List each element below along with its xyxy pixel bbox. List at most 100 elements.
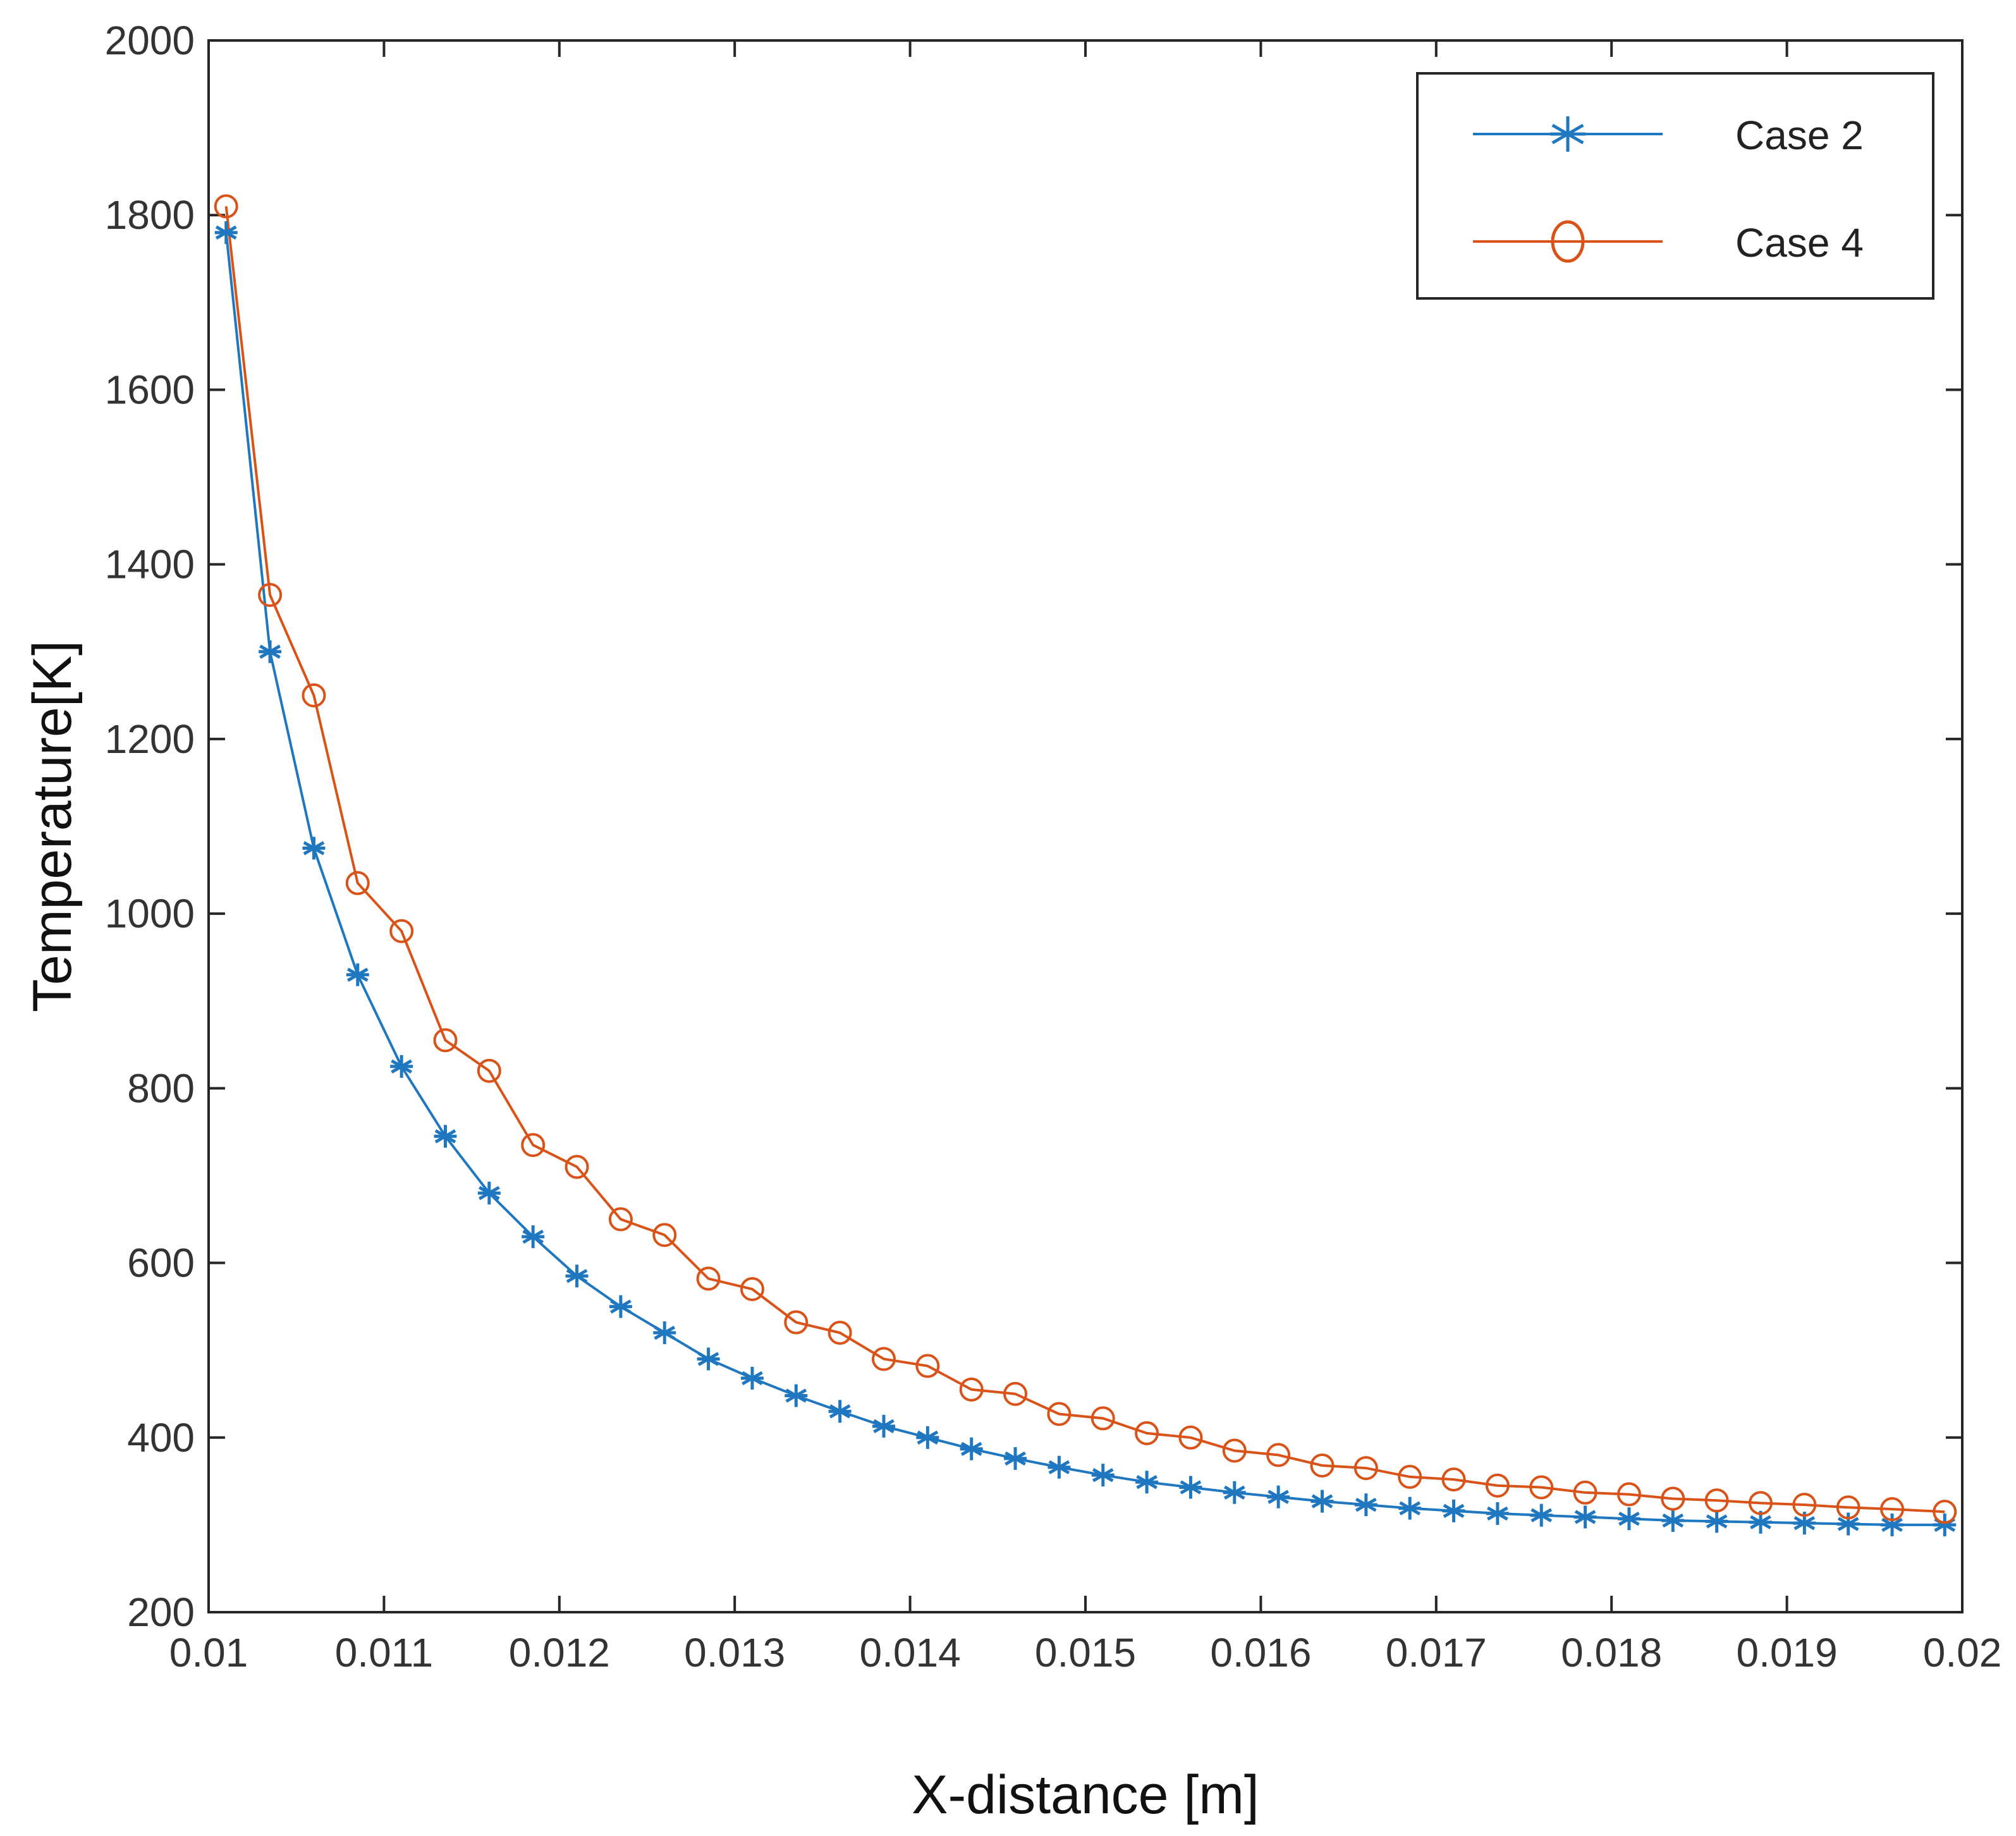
x-tick-label: 0.016	[1210, 1630, 1311, 1675]
x-tick-label: 0.013	[684, 1630, 785, 1675]
data-point-case-2	[1486, 1502, 1509, 1525]
plot-area	[207, 39, 1964, 1613]
data-point-case-4	[1441, 1467, 1466, 1492]
data-point-case-2	[1573, 1505, 1597, 1529]
data-point-case-4	[740, 1276, 764, 1301]
x-tick-label: 0.019	[1737, 1630, 1838, 1675]
data-point-case-4	[389, 919, 414, 943]
legend-marker-case-2-asterisk-icon	[1550, 116, 1585, 152]
data-point-case-4	[1135, 1421, 1159, 1445]
data-point-case-4	[1748, 1491, 1773, 1515]
data-point-case-4	[1047, 1402, 1072, 1426]
data-point-case-2	[522, 1225, 545, 1249]
data-point-case-2	[1705, 1510, 1728, 1533]
legend-box	[1416, 72, 1934, 300]
data-point-case-4	[1266, 1443, 1291, 1467]
data-point-case-4	[1661, 1486, 1685, 1511]
data-point-case-2	[740, 1366, 764, 1390]
data-point-case-4	[1090, 1406, 1115, 1431]
data-point-case-2	[1881, 1513, 1904, 1536]
y-tick-label: 800	[127, 1065, 195, 1111]
data-point-case-2	[434, 1125, 457, 1148]
y-tick-label: 600	[127, 1240, 195, 1286]
series-layer	[214, 194, 1957, 1536]
y-tick-label: 1400	[105, 542, 195, 587]
asterisk-icon	[1550, 116, 1585, 152]
x-tick-label: 0.015	[1035, 1630, 1136, 1675]
x-tick-label: 0.014	[860, 1630, 961, 1675]
data-point-case-2	[1135, 1471, 1159, 1494]
data-point-case-2	[1004, 1447, 1027, 1470]
data-point-case-2	[1617, 1507, 1640, 1531]
x-tick-label: 0.011	[335, 1630, 433, 1675]
data-point-case-4	[1003, 1381, 1028, 1406]
x-tick-label: 0.012	[509, 1630, 610, 1675]
data-point-case-4	[214, 194, 238, 219]
data-point-case-2	[1661, 1509, 1685, 1532]
y-tick-label: 1000	[105, 891, 195, 936]
x-axis-title: X-distance [m]	[912, 1765, 1259, 1825]
legend-label-case-4: Case 4	[1735, 220, 1864, 266]
data-point-case-2	[1793, 1512, 1816, 1535]
data-point-case-2	[1836, 1512, 1860, 1536]
data-point-case-2	[1223, 1481, 1246, 1504]
data-point-case-4	[608, 1207, 633, 1232]
x-axis-ticks: 0.01 0.011 0.012 0.013 0.014 0.015 0.016 0.017 0…	[169, 40, 2002, 1675]
data-point-case-4	[828, 1321, 852, 1345]
data-point-case-4	[1704, 1488, 1729, 1513]
y-tick-label: 400	[127, 1415, 195, 1460]
data-point-case-2	[477, 1182, 501, 1205]
data-point-case-2	[872, 1414, 895, 1438]
data-point-case-4	[433, 1028, 458, 1053]
data-point-case-4	[477, 1058, 501, 1083]
data-point-case-2	[609, 1295, 632, 1318]
y-tick-label: 2000	[105, 18, 195, 63]
data-point-case-2	[259, 640, 282, 663]
data-point-case-2	[1354, 1493, 1378, 1517]
data-point-case-4	[1616, 1482, 1641, 1507]
data-point-case-4	[1310, 1453, 1335, 1478]
series-line-case-4	[224, 206, 1945, 1514]
data-point-case-2	[916, 1426, 939, 1449]
data-point-case-4	[1880, 1497, 1905, 1522]
y-axis-title: Temperature[K]	[22, 640, 83, 1012]
data-point-case-4	[258, 583, 283, 608]
data-point-case-4	[521, 1133, 546, 1158]
data-point-case-2	[653, 1321, 676, 1345]
y-tick-label: 1600	[105, 367, 195, 412]
data-point-case-2	[1442, 1499, 1465, 1522]
data-point-case-2	[1048, 1455, 1071, 1479]
data-point-case-4	[1792, 1493, 1817, 1517]
data-point-case-4	[915, 1354, 940, 1378]
data-point-case-4	[565, 1154, 589, 1179]
data-point-case-4	[784, 1310, 809, 1335]
legend-label-case-2: Case 2	[1735, 113, 1864, 158]
data-point-case-2	[1179, 1476, 1202, 1499]
data-point-case-2	[1310, 1490, 1334, 1513]
data-point-case-2	[697, 1347, 720, 1371]
data-point-case-4	[652, 1223, 677, 1247]
data-point-case-2	[1530, 1503, 1553, 1527]
data-point-case-4	[345, 871, 370, 895]
legend: Case 2 Case 4	[1416, 72, 1934, 300]
data-point-case-2	[960, 1437, 983, 1460]
data-point-case-2	[346, 963, 369, 986]
data-point-case-2	[1267, 1485, 1290, 1509]
data-point-case-2	[565, 1264, 589, 1288]
y-tick-label: 1200	[105, 716, 195, 762]
data-point-case-4	[1398, 1464, 1422, 1489]
data-point-case-2	[214, 221, 238, 244]
data-point-case-4	[696, 1266, 721, 1291]
data-point-case-2	[302, 836, 326, 860]
x-tick-label: 0.018	[1561, 1630, 1662, 1675]
series-line-case-2	[224, 232, 1945, 1526]
data-point-case-2	[828, 1400, 852, 1423]
data-point-case-4	[1836, 1495, 1860, 1520]
circle-icon	[1551, 220, 1585, 263]
data-point-case-4	[1353, 1456, 1378, 1481]
data-point-case-2	[1091, 1464, 1115, 1487]
y-axis-ticks: 200 400 600 800 1000 1200 1400 1600 1800 2000	[105, 18, 1962, 1635]
data-point-case-2	[390, 1055, 413, 1078]
x-tick-label: 0.02	[1923, 1630, 2002, 1675]
